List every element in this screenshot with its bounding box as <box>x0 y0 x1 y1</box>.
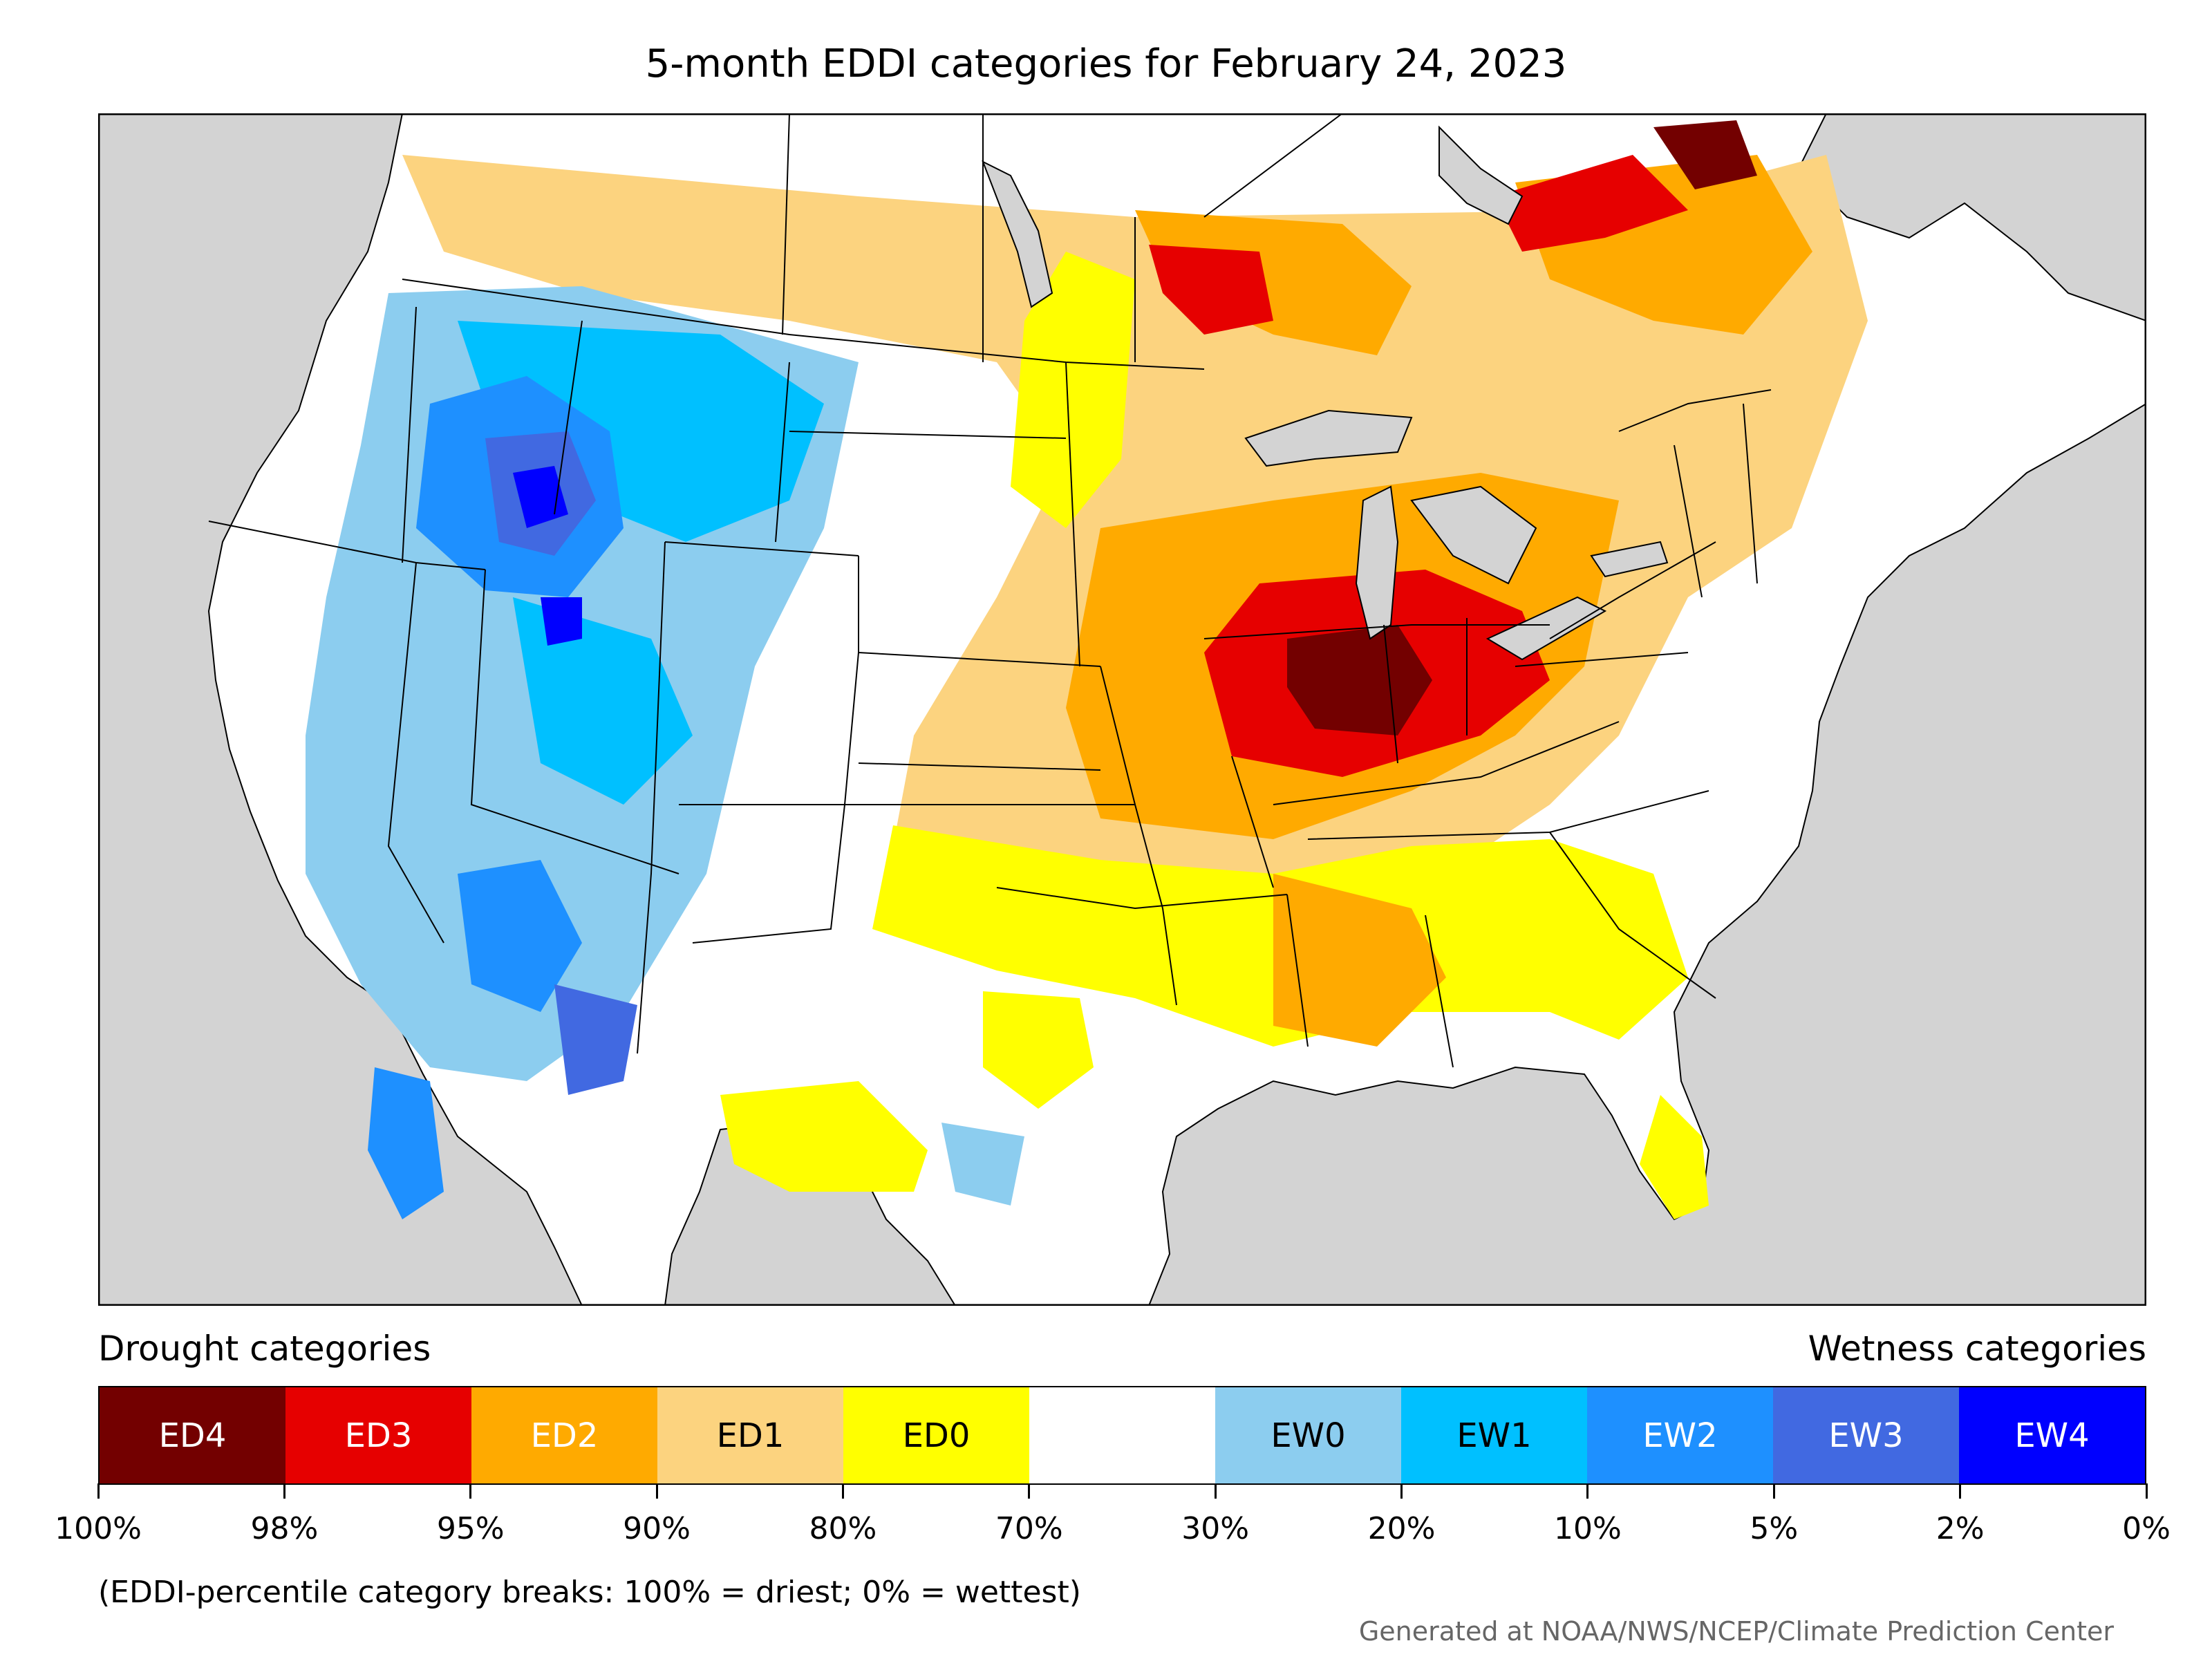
category-patches <box>306 120 1868 1219</box>
colorbar-cell-ew3: EW3 <box>1773 1387 1959 1483</box>
colorbar-cell-ew4: EW4 <box>1959 1387 2145 1483</box>
colorbar-cell-ed1: ED1 <box>657 1387 843 1483</box>
drought-categories-label: Drought categories <box>98 1329 431 1369</box>
colorbar-tick <box>97 1483 100 1499</box>
colorbar-cell-ew0: EW0 <box>1215 1387 1401 1483</box>
colorbar-tick <box>655 1483 658 1499</box>
colorbar-tick <box>1586 1483 1589 1499</box>
colorbar-tick <box>1400 1483 1403 1499</box>
map-title: 5-month EDDI categories for February 24,… <box>645 41 1567 86</box>
colorbar-tick <box>2145 1483 2148 1499</box>
category-note: (EDDI-percentile category breaks: 100% =… <box>98 1575 1081 1610</box>
state-boundaries <box>208 113 1772 1068</box>
colorbar-cell-ed4: ED4 <box>100 1387 285 1483</box>
colorbar-tick-label: 90% <box>623 1511 691 1546</box>
map-frame <box>98 113 2146 1306</box>
colorbar-tick-label: 10% <box>1554 1511 1622 1546</box>
great-lakes <box>982 125 1669 661</box>
category-colorbar: ED4 ED3 ED2 ED1 ED0 EW0 EW1 EW2 EW3 EW4 <box>98 1386 2146 1485</box>
wetness-categories-label: Wetness categories <box>1808 1329 2146 1369</box>
colorbar-cell-ed2: ED2 <box>471 1387 657 1483</box>
colorbar-tick-label: 70% <box>995 1511 1063 1546</box>
colorbar-tick <box>283 1483 285 1499</box>
colorbar-tick-label: 20% <box>1367 1511 1436 1546</box>
colorbar-tick <box>1214 1483 1217 1499</box>
colorbar-tick-label: 30% <box>1181 1511 1250 1546</box>
colorbar-tick-label: 2% <box>1936 1511 1985 1546</box>
colorbar-tick <box>1959 1483 1962 1499</box>
eddi-map <box>98 113 2146 1306</box>
colorbar-cell-ew1: EW1 <box>1401 1387 1587 1483</box>
credit-line: Generated at NOAA/NWS/NCEP/Climate Predi… <box>1358 1616 2114 1647</box>
colorbar-tick-label: 95% <box>436 1511 505 1546</box>
colorbar-tick-label: 80% <box>809 1511 877 1546</box>
colorbar-tick <box>1772 1483 1775 1499</box>
colorbar-tick-label: 100% <box>55 1511 142 1546</box>
map-canvas <box>98 113 2146 1306</box>
colorbar-tick-label: 5% <box>1750 1511 1799 1546</box>
colorbar-cell-ew2: EW2 <box>1587 1387 1773 1483</box>
colorbar-tick-label: 0% <box>2122 1511 2171 1546</box>
colorbar-tick <box>469 1483 472 1499</box>
colorbar-cell-neutral <box>1029 1387 1215 1483</box>
colorbar-tick <box>841 1483 844 1499</box>
colorbar-tick-label: 98% <box>250 1511 319 1546</box>
colorbar-cell-ed3: ED3 <box>285 1387 471 1483</box>
colorbar-tick <box>1028 1483 1031 1499</box>
colorbar-cell-ed0: ED0 <box>843 1387 1029 1483</box>
